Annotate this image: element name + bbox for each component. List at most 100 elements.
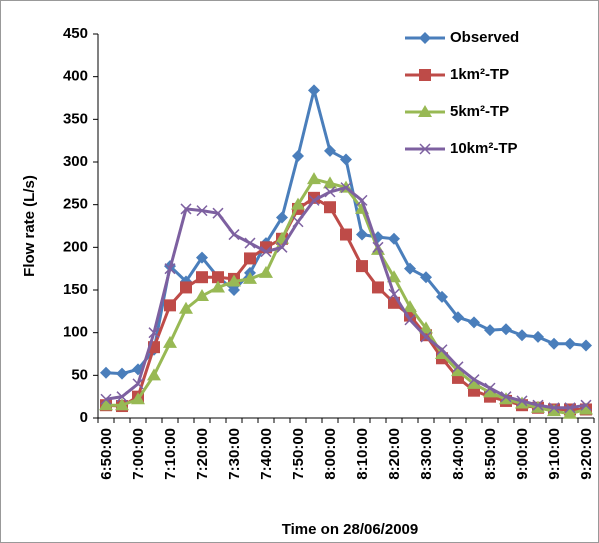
x-tick-label: 7:50:00 [290, 428, 307, 480]
legend-marker [419, 32, 431, 44]
legend-label: 5km²-TP [450, 103, 509, 120]
data-point [291, 197, 305, 210]
data-point [180, 203, 192, 215]
data-point [420, 271, 432, 284]
data-point [116, 367, 128, 380]
data-point [420, 331, 432, 343]
data-point [99, 398, 113, 411]
data-point [500, 391, 512, 403]
data-point [244, 237, 256, 249]
data-point [372, 241, 384, 253]
data-point [179, 301, 193, 314]
legend-marker [419, 143, 431, 155]
y-tick-label: 450 [63, 25, 88, 42]
data-point [436, 344, 448, 356]
x-tick-label: 7:00:00 [130, 428, 147, 480]
data-point [516, 329, 528, 342]
x-tick-label: 9:00:00 [514, 428, 531, 480]
data-point [468, 316, 480, 329]
data-point [164, 299, 176, 312]
data-point [324, 144, 336, 157]
data-point [228, 229, 240, 241]
x-tick-label: 9:20:00 [578, 428, 595, 480]
data-point [276, 211, 288, 224]
data-point [147, 368, 161, 381]
x-tick-label: 8:10:00 [354, 428, 371, 480]
data-point [196, 205, 208, 217]
data-point [580, 339, 592, 352]
data-point [580, 399, 592, 411]
data-point [372, 281, 384, 294]
data-point [244, 252, 256, 265]
data-point [260, 246, 272, 258]
data-point [468, 374, 480, 386]
y-tick-label: 350 [63, 110, 88, 127]
data-point [324, 201, 336, 214]
data-point [532, 399, 544, 411]
x-tick-label: 8:40:00 [450, 428, 467, 480]
legend-label: 1km²-TP [450, 66, 509, 83]
data-point [452, 311, 464, 324]
data-point [467, 376, 481, 389]
legend-marker [419, 69, 431, 81]
data-point [132, 378, 144, 390]
data-point [148, 327, 160, 339]
data-point [212, 271, 224, 284]
data-point [100, 393, 112, 405]
data-point [307, 172, 321, 185]
data-point [484, 382, 496, 394]
data-point [388, 288, 400, 300]
y-axis-title: Flow rate (L/s) [21, 175, 38, 277]
data-point [452, 361, 464, 373]
data-point [308, 84, 320, 97]
x-tick-label: 8:20:00 [386, 428, 403, 480]
data-point [196, 251, 208, 264]
data-point [227, 274, 241, 287]
data-point [388, 232, 400, 245]
data-point [211, 280, 225, 293]
x-tick-label: 7:30:00 [226, 428, 243, 480]
data-point [548, 337, 560, 350]
data-point [243, 271, 257, 284]
data-point [324, 186, 336, 198]
data-point [195, 288, 209, 301]
data-point [356, 194, 368, 206]
data-point [419, 321, 433, 334]
x-tick-label: 7:40:00 [258, 428, 275, 480]
data-point [563, 406, 577, 419]
y-tick-label: 300 [63, 153, 88, 170]
legend-marker [418, 105, 432, 117]
data-point [532, 330, 544, 343]
data-point [403, 300, 417, 313]
data-point [228, 284, 240, 296]
y-tick-label: 0 [80, 409, 88, 426]
data-point [547, 404, 561, 417]
data-point [180, 281, 192, 294]
data-point [483, 385, 497, 398]
data-point [276, 241, 288, 253]
data-point [340, 182, 352, 194]
data-point [292, 150, 304, 163]
legend-label: 10km²-TP [450, 140, 518, 157]
data-point [259, 265, 273, 278]
data-point [404, 314, 416, 326]
data-point [387, 270, 401, 283]
data-point [579, 402, 593, 415]
data-point [163, 335, 177, 348]
y-tick-label: 150 [63, 281, 88, 298]
data-point [451, 364, 465, 377]
x-axis-title: Time on 28/06/2009 [282, 521, 418, 538]
data-point [516, 395, 528, 407]
data-point [500, 323, 512, 336]
data-point [308, 194, 320, 206]
data-point [115, 398, 129, 411]
y-tick-label: 400 [63, 68, 88, 85]
data-point [116, 391, 128, 403]
y-tick-label: 50 [71, 366, 88, 383]
data-point [564, 402, 576, 414]
data-point [340, 153, 352, 166]
data-point [564, 337, 576, 350]
data-point [356, 260, 368, 273]
x-tick-label: 7:10:00 [162, 428, 179, 480]
